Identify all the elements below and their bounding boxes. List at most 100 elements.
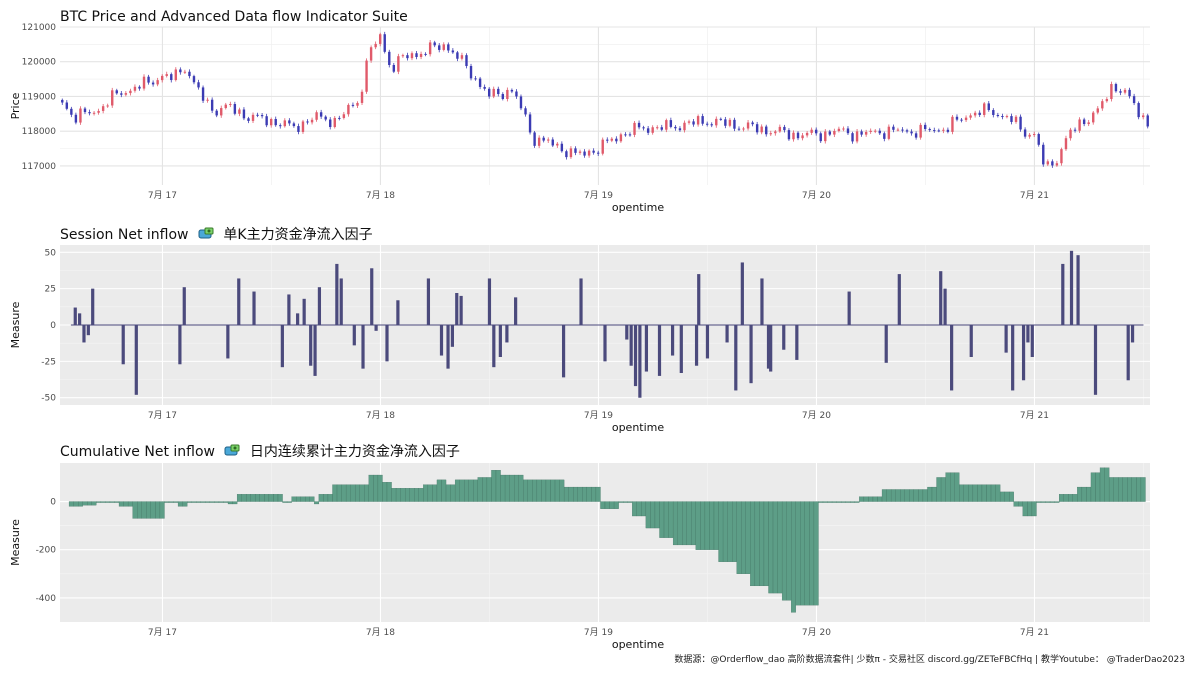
x-tick-label: 7月 19 (584, 190, 613, 201)
candle-body (755, 124, 759, 133)
cumulative-bar (831, 501, 837, 503)
cumulative-bar (818, 501, 824, 503)
candle-body (901, 129, 904, 131)
cumulative-bar (613, 501, 619, 509)
cumulative-bar (259, 494, 265, 502)
cumulative-bar (550, 479, 556, 502)
candle-body (774, 131, 777, 134)
cumulative-bar (1031, 501, 1037, 517)
candle-body (719, 118, 723, 120)
candle-body (238, 109, 241, 114)
candle-body (596, 152, 600, 154)
candle-body (83, 108, 87, 113)
x-tick-label: 7月 17 (148, 190, 177, 201)
candle-body (528, 114, 532, 133)
candle-body (92, 112, 96, 114)
session-bar (78, 313, 82, 325)
candle-body (410, 53, 414, 59)
candle-body (106, 105, 109, 107)
price-chart-title: BTC Price and Advanced Data flow Indicat… (60, 9, 408, 25)
candle-body (992, 110, 995, 115)
candle-body (701, 116, 704, 124)
price-plot-background (60, 27, 1150, 185)
candle-body (1146, 115, 1149, 127)
session-bar (629, 325, 633, 366)
candle-body (737, 128, 741, 130)
session-bar (769, 325, 773, 372)
cumulative-bar (786, 501, 792, 601)
candle-body (592, 150, 595, 153)
cumulative-bar (482, 477, 488, 502)
cumulative-bar (732, 501, 737, 562)
candle-body (210, 99, 214, 111)
cumulative-bar (196, 501, 201, 503)
y-axis-label: Price (9, 92, 22, 119)
session-bar (296, 313, 300, 325)
candle-body (828, 131, 832, 135)
candle-body (660, 127, 663, 130)
cumulative-bar (1013, 501, 1019, 507)
cumulative-bar (654, 501, 660, 529)
candle-body (983, 103, 986, 115)
candle-body (88, 112, 91, 114)
candle-body (65, 102, 69, 109)
cumulative-bar (454, 479, 460, 502)
candle-body (129, 90, 132, 94)
cumulative-bar (368, 474, 374, 502)
cumulative-bar (1099, 467, 1105, 502)
cumulative-bar (209, 501, 215, 503)
x-axis-label: opentime (612, 421, 665, 434)
candle-body (179, 69, 182, 73)
cumulative-bar (822, 501, 828, 503)
cumulative-bar (577, 486, 583, 502)
cumulative-bar (632, 501, 637, 517)
candle-body (233, 104, 237, 114)
cumulative-bar (464, 479, 469, 502)
cumulative-bar (214, 501, 220, 503)
candle-body (319, 112, 323, 117)
cumulative-bar (886, 489, 892, 502)
candle-body (460, 55, 464, 59)
cumulative-bar (672, 501, 678, 546)
candle-body (501, 94, 505, 99)
y-tick-label: 0 (50, 498, 56, 508)
cumulative-bar (591, 486, 597, 502)
cumulative-bar (1118, 477, 1123, 502)
candle-body (260, 115, 264, 117)
candle-body (165, 74, 168, 76)
hand-money-icon (197, 226, 215, 246)
cumulative-bar (945, 472, 951, 502)
candle-body (419, 53, 423, 58)
cumulative-bar (132, 501, 138, 519)
x-axis-label: opentime (612, 638, 665, 651)
candle-body (883, 133, 886, 139)
cumulative-bar (364, 484, 369, 502)
x-tick-label: 7月 18 (366, 627, 395, 638)
cumulative-bar (663, 501, 669, 538)
candle-body (637, 122, 641, 128)
session-bar (73, 307, 77, 325)
session-bar (625, 325, 629, 340)
cumulative-bar (314, 501, 320, 505)
cumulative-bar (904, 489, 910, 502)
candle-body (705, 123, 709, 125)
cumulative-bar (414, 488, 419, 502)
candle-body (1069, 129, 1072, 139)
candle-body (964, 117, 968, 121)
cumulative-bar (255, 494, 260, 502)
cumulative-bar (423, 484, 429, 502)
candle-body (401, 55, 405, 57)
cumulative-bar (645, 501, 651, 529)
cumulative-bar (141, 501, 147, 519)
price-panel: 7月 17 7月 18 7月 19 7月 20 7月 21 117000 118000 119… (9, 23, 1150, 214)
cumulative-bar (87, 501, 92, 506)
candle-body (247, 118, 250, 121)
session-bar (302, 298, 306, 325)
cumulative-bar (218, 501, 224, 503)
cumulative-bar (96, 501, 102, 503)
candle-body (869, 130, 872, 132)
candle-body (369, 47, 373, 61)
cumulative-chart-title: Cumulative Net inflow 日内连续累计主力资金净流入因子 (60, 441, 460, 463)
candle-body (864, 131, 868, 135)
